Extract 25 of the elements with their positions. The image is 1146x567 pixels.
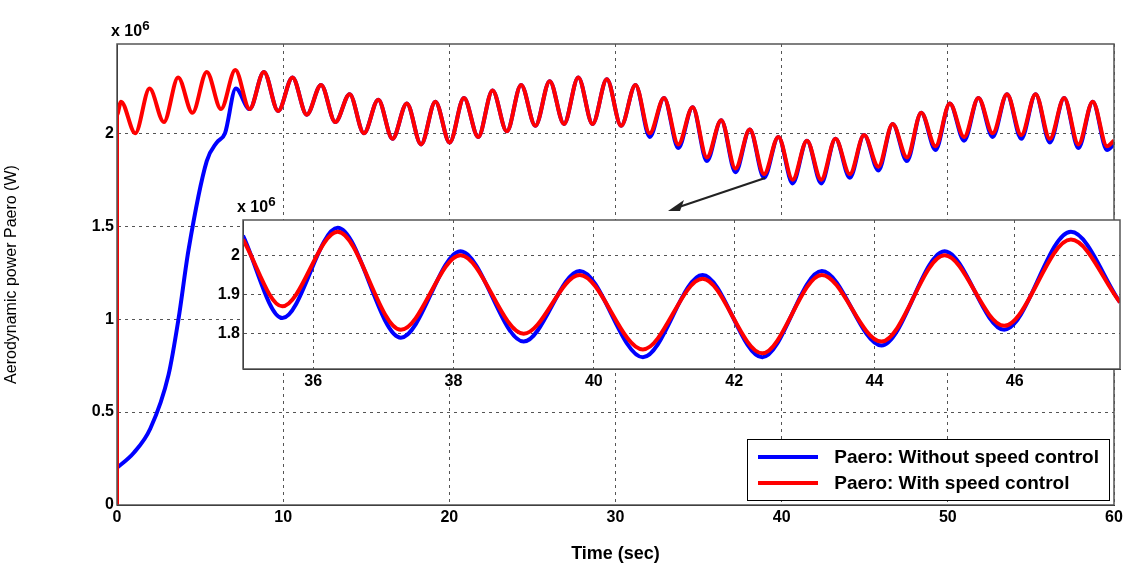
x-tick-label: 10 [274,508,293,526]
x-axis-title: Time (sec) [571,543,660,564]
x-tick-label: 40 [584,372,603,390]
x-tick-label: 20 [440,508,459,526]
x-tick-label: 42 [725,372,744,390]
x-tick-label: 60 [1105,508,1123,526]
x-tick-label: 44 [865,372,884,390]
y-axis-title: Aerodynamic power Paero (W) [2,165,20,384]
legend-label: Paero: Without speed control [834,445,1099,469]
y-tick-label: 1.8 [217,324,241,342]
x-tick-label: 38 [444,372,463,390]
y-tick-label: 1 [105,309,115,327]
y-tick-label: 2 [105,123,115,141]
y-tick-label: 0.5 [91,402,115,420]
y-tick-label: 2 [231,245,241,263]
x-tick-label: 30 [606,508,625,526]
x-tick-label: 36 [304,372,323,390]
x-tick-label: 40 [772,508,791,526]
y-tick-label: 1.5 [91,216,115,234]
y-tick-label: 1.9 [217,284,241,302]
x-tick-label: 46 [1005,372,1024,390]
annotation: x 10$^{6}$ [237,194,276,217]
legend-label: Paero: With speed control [834,471,1070,495]
x-tick-label: 50 [938,508,957,526]
text: x 10$^{6}$ [111,18,150,41]
